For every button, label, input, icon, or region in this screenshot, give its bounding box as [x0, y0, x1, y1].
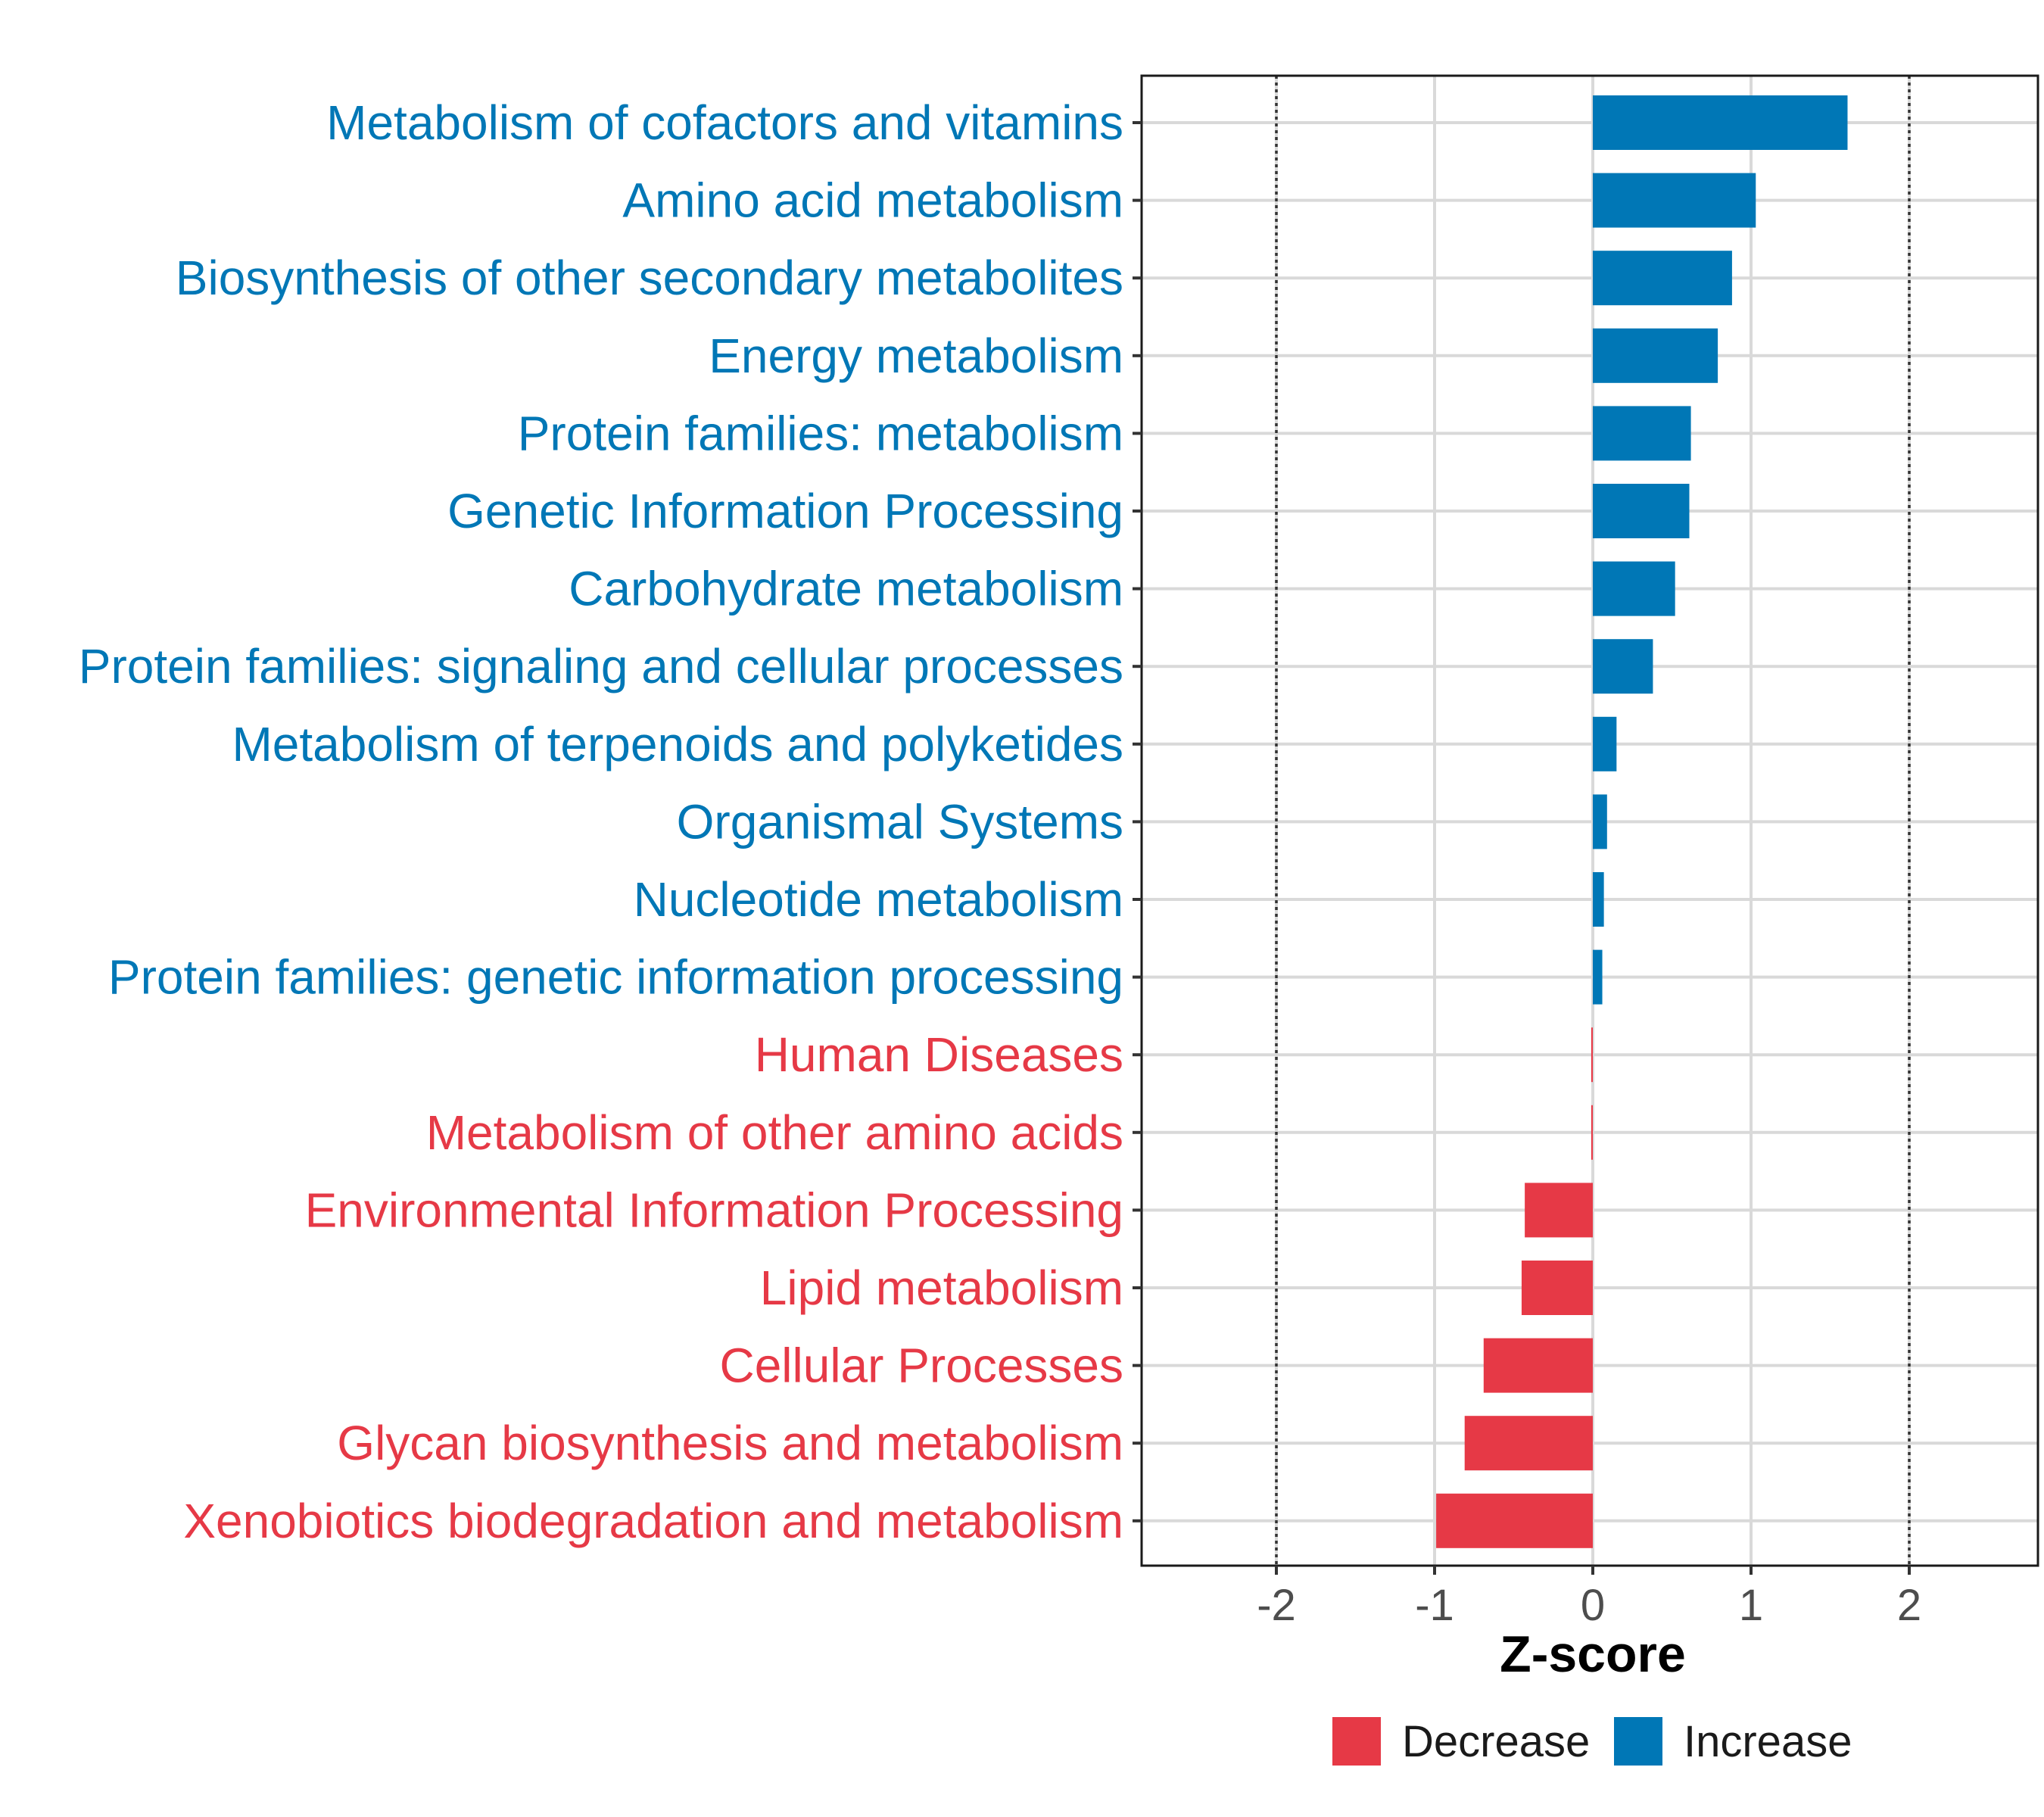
bar-decrease	[1591, 1105, 1593, 1160]
bar-increase	[1593, 406, 1691, 461]
bar-increase	[1593, 95, 1848, 150]
x-tick-label: 0	[1581, 1581, 1605, 1630]
category-label: Energy metabolism	[709, 329, 1123, 383]
category-label: Carbohydrate metabolism	[569, 562, 1123, 616]
legend-label-decrease: Decrease	[1402, 1717, 1590, 1766]
bar-increase	[1593, 484, 1690, 538]
bar-increase	[1593, 639, 1653, 694]
category-label: Cellular Processes	[719, 1339, 1123, 1393]
bar-increase	[1593, 872, 1604, 927]
x-tick-label: 1	[1739, 1581, 1763, 1630]
category-label: Lipid metabolism	[760, 1261, 1123, 1315]
x-tick-label: -2	[1257, 1581, 1296, 1630]
bar-decrease	[1464, 1416, 1593, 1471]
bars	[1436, 95, 1848, 1548]
y-axis-category-labels: Metabolism of cofactors and vitamins Amin…	[79, 95, 1123, 1548]
bar-increase	[1593, 949, 1603, 1005]
bar-decrease	[1436, 1493, 1593, 1548]
category-label: Human Diseases	[755, 1027, 1123, 1082]
bar-decrease	[1521, 1261, 1593, 1315]
bar-increase	[1593, 173, 1756, 228]
bar-decrease	[1525, 1183, 1593, 1238]
bar-decrease	[1483, 1338, 1593, 1393]
legend-swatch-increase	[1614, 1717, 1662, 1766]
bar-increase	[1593, 328, 1718, 383]
category-label: Metabolism of other amino acids	[426, 1105, 1123, 1160]
grid-lines	[1142, 76, 2038, 1566]
bar-increase	[1593, 561, 1675, 616]
x-tick-label: -1	[1415, 1581, 1454, 1630]
legend-label-increase: Increase	[1684, 1717, 1852, 1766]
x-tick-label: 2	[1897, 1581, 1921, 1630]
legend: Decrease Increase	[1332, 1717, 1852, 1766]
category-label: Biosynthesis of other secondary metaboli…	[176, 251, 1123, 305]
category-label: Nucleotide metabolism	[634, 872, 1123, 927]
category-label: Amino acid metabolism	[622, 173, 1123, 228]
category-label: Glycan biosynthesis and metabolism	[337, 1416, 1123, 1470]
bar-increase	[1593, 794, 1607, 849]
category-label: Protein families: signaling and cellular…	[79, 639, 1123, 693]
category-label: Environmental Information Processing	[305, 1183, 1123, 1237]
bar-increase	[1593, 716, 1617, 771]
y-axis-ticks	[1133, 121, 1142, 1522]
category-label: Genetic Information Processing	[447, 484, 1123, 538]
category-label: Metabolism of terpenoids and polyketides	[232, 717, 1123, 771]
x-axis-title: Z-score	[1500, 1625, 1686, 1683]
category-label: Protein families: metabolism	[518, 406, 1123, 460]
category-label: Organismal Systems	[677, 794, 1123, 849]
reference-lines	[1275, 76, 1911, 1566]
category-label: Metabolism of cofactors and vitamins	[326, 95, 1123, 150]
category-label: Xenobiotics biodegradation and metabolis…	[183, 1494, 1123, 1548]
bar-increase	[1593, 251, 1732, 306]
bar-decrease	[1591, 1027, 1593, 1083]
legend-swatch-decrease	[1332, 1717, 1381, 1766]
x-axis-ticks: -2 -1 0 1 2	[1257, 1566, 1921, 1630]
category-label: Protein families: genetic information pr…	[108, 950, 1123, 1005]
